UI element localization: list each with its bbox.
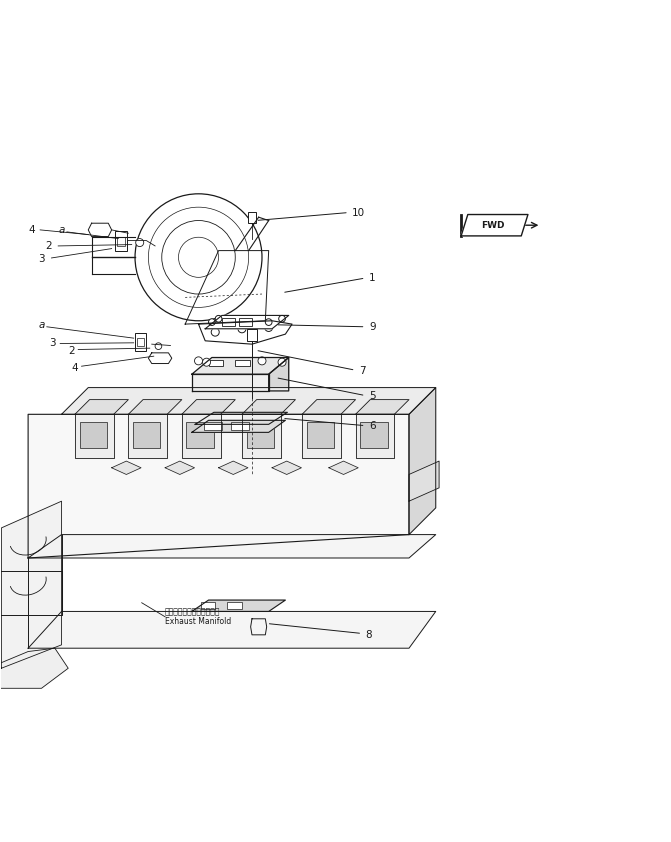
Text: 2: 2: [45, 241, 52, 251]
Circle shape: [209, 319, 215, 326]
Bar: [232, 414, 249, 423]
Bar: [239, 318, 252, 326]
Circle shape: [265, 319, 272, 326]
Bar: [248, 212, 256, 222]
Polygon shape: [268, 358, 289, 391]
Bar: [227, 602, 242, 610]
Polygon shape: [75, 400, 128, 414]
Polygon shape: [28, 611, 435, 648]
Polygon shape: [128, 400, 182, 414]
Polygon shape: [80, 423, 107, 448]
Bar: [135, 333, 146, 351]
Polygon shape: [182, 400, 236, 414]
Circle shape: [203, 358, 211, 366]
Polygon shape: [242, 400, 295, 414]
Polygon shape: [192, 374, 268, 391]
Bar: [137, 338, 144, 346]
Circle shape: [178, 237, 219, 277]
Polygon shape: [0, 572, 62, 615]
Circle shape: [215, 316, 222, 322]
Polygon shape: [165, 461, 195, 474]
Circle shape: [195, 357, 203, 365]
Text: 4: 4: [28, 225, 35, 235]
Circle shape: [278, 316, 285, 322]
Bar: [204, 423, 222, 430]
Bar: [117, 237, 125, 246]
Polygon shape: [409, 461, 439, 501]
Polygon shape: [192, 358, 289, 374]
Bar: [247, 328, 257, 341]
Circle shape: [148, 207, 249, 307]
Circle shape: [258, 357, 266, 365]
Polygon shape: [187, 423, 214, 448]
Text: 3: 3: [38, 254, 45, 264]
Circle shape: [136, 238, 144, 247]
Polygon shape: [182, 414, 221, 458]
Polygon shape: [111, 461, 141, 474]
Text: Exhaust Manifold: Exhaust Manifold: [165, 617, 231, 626]
Polygon shape: [302, 414, 341, 458]
Circle shape: [251, 619, 266, 635]
Text: 5: 5: [369, 392, 376, 402]
Polygon shape: [133, 423, 160, 448]
Polygon shape: [0, 648, 68, 688]
Text: 6: 6: [369, 421, 376, 431]
Circle shape: [211, 328, 219, 336]
Bar: [201, 602, 215, 610]
Bar: [222, 318, 236, 326]
Circle shape: [162, 221, 236, 294]
Polygon shape: [192, 600, 285, 611]
Text: 2: 2: [68, 346, 75, 356]
Bar: [231, 423, 249, 430]
Polygon shape: [360, 423, 388, 448]
Circle shape: [135, 194, 262, 321]
Text: 10: 10: [352, 207, 365, 217]
Text: 8: 8: [366, 630, 372, 640]
Text: 3: 3: [50, 338, 56, 349]
Text: a: a: [58, 225, 64, 235]
Text: 9: 9: [369, 322, 376, 332]
Polygon shape: [307, 423, 334, 448]
Circle shape: [155, 343, 162, 349]
Text: 7: 7: [359, 366, 366, 376]
Bar: [209, 360, 223, 366]
Text: 1: 1: [369, 273, 376, 283]
Polygon shape: [356, 400, 409, 414]
Polygon shape: [272, 461, 301, 474]
Polygon shape: [219, 461, 248, 474]
Polygon shape: [62, 387, 435, 414]
Polygon shape: [409, 387, 435, 535]
Polygon shape: [28, 414, 409, 558]
Polygon shape: [205, 316, 289, 328]
Text: FWD: FWD: [481, 221, 505, 230]
Text: a: a: [38, 320, 44, 330]
Circle shape: [238, 325, 246, 333]
Polygon shape: [1, 501, 62, 669]
Circle shape: [264, 323, 272, 332]
Circle shape: [199, 415, 205, 422]
Polygon shape: [356, 414, 395, 458]
Polygon shape: [247, 423, 274, 448]
Circle shape: [262, 415, 268, 422]
Polygon shape: [192, 420, 285, 432]
Polygon shape: [128, 414, 167, 458]
Circle shape: [277, 413, 284, 419]
Polygon shape: [461, 215, 528, 236]
Circle shape: [254, 622, 263, 632]
Polygon shape: [28, 535, 435, 558]
Bar: [236, 360, 250, 366]
Polygon shape: [242, 414, 280, 458]
Circle shape: [205, 413, 212, 419]
Text: エキゾーストマニホールド: エキゾーストマニホールド: [165, 608, 221, 616]
Text: 4: 4: [72, 363, 79, 373]
Bar: [115, 232, 127, 251]
Circle shape: [278, 358, 286, 366]
Polygon shape: [75, 414, 113, 458]
Polygon shape: [195, 413, 287, 424]
Polygon shape: [302, 400, 356, 414]
Polygon shape: [329, 461, 358, 474]
Bar: [207, 414, 224, 423]
